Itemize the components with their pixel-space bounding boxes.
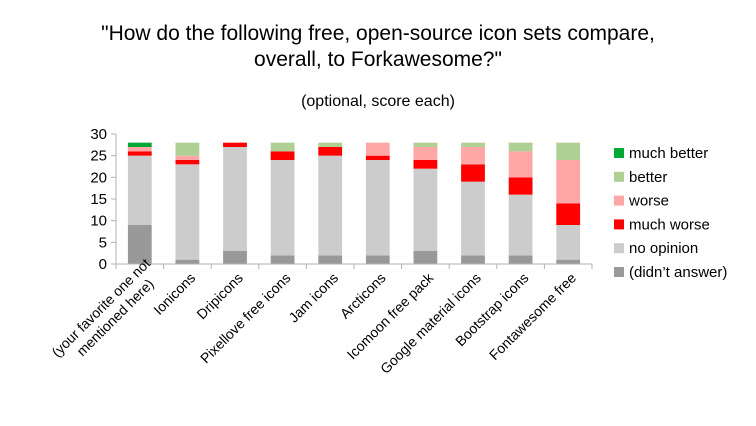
bar-segment: [413, 168, 438, 251]
bar-segment: [127, 151, 152, 156]
bar-segment: [556, 160, 581, 204]
bar-segment: [413, 251, 438, 264]
bar-segment: [175, 155, 200, 160]
bar-segment: [461, 164, 485, 182]
bar-segment: [461, 181, 485, 256]
bar-segment: [175, 142, 200, 156]
bar-segment: [270, 151, 295, 160]
bar-segment: [270, 255, 295, 264]
bar-segment: [508, 151, 533, 178]
y-tick-label: 15: [90, 191, 107, 208]
bar-segment: [413, 142, 438, 147]
legend-label: better: [629, 169, 667, 186]
x-category-label: Ionicons: [150, 270, 198, 318]
x-category-label: Icomoon free pack: [344, 269, 437, 362]
x-category-label: Pixellove free icons: [197, 270, 294, 367]
bar-segment: [556, 259, 581, 264]
legend-swatch: [614, 195, 624, 206]
bar-segment: [175, 164, 200, 260]
legend-label: no opinion: [629, 240, 698, 257]
bar-segment: [127, 155, 152, 225]
bar-segment: [318, 155, 343, 256]
chart-subtitle: (optional, score each): [301, 93, 455, 110]
bar-segment: [461, 255, 485, 264]
bar-segment: [365, 142, 390, 156]
bar-segment: [365, 155, 390, 160]
bar-segment: [175, 259, 200, 264]
bar-segment: [223, 251, 247, 264]
bar-segment: [508, 142, 533, 152]
y-tick-label: 25: [90, 148, 107, 165]
bar-segment: [413, 160, 438, 169]
x-category-label: Jam icons: [285, 270, 341, 326]
bar-segment: [365, 160, 390, 256]
bar-segment: [127, 142, 152, 147]
bar-segment: [223, 147, 247, 251]
legend-label: much worse: [629, 216, 710, 233]
bar-segment: [508, 177, 533, 195]
bar-segment: [413, 147, 438, 160]
legend-swatch: [614, 219, 624, 230]
bar-segment: [175, 160, 200, 165]
legend-swatch: [614, 243, 624, 254]
chart-title-line-1: "How do the following free, open-source …: [101, 22, 655, 45]
bar-segment: [461, 142, 485, 147]
bar-segment: [318, 147, 343, 156]
bar-segment: [223, 142, 247, 147]
bar-segment: [365, 255, 390, 264]
chart-title-line-2: overall, to Forkawesome?": [254, 48, 502, 71]
bar-segment: [270, 160, 295, 256]
bar-segment: [127, 147, 152, 152]
bar-segment: [508, 194, 533, 256]
bar-segment: [318, 142, 343, 147]
legend-label: (didn’t answer): [629, 264, 727, 281]
bar-segment: [270, 142, 295, 152]
x-category-label: Fontawesome free: [486, 269, 579, 362]
legend-label: worse: [628, 193, 669, 210]
bar-segment: [556, 203, 581, 225]
legend-swatch: [614, 171, 624, 182]
bar-segment: [556, 225, 581, 260]
bar-segment: [508, 255, 533, 264]
legend-swatch: [614, 148, 624, 158]
y-tick-label: 30: [90, 126, 107, 143]
legend-label: much better: [629, 145, 708, 162]
y-tick-label: 0: [99, 256, 107, 273]
bar-segment: [127, 225, 152, 264]
y-tick-label: 5: [99, 234, 107, 251]
bar-segment: [318, 255, 343, 264]
chart-title: "How do the following free, open-source …: [0, 21, 756, 73]
y-tick-label: 20: [90, 169, 107, 186]
legend-swatch: [614, 267, 624, 277]
bar-segment: [556, 142, 581, 160]
y-tick-label: 10: [90, 213, 107, 230]
bar-segment: [461, 147, 485, 165]
